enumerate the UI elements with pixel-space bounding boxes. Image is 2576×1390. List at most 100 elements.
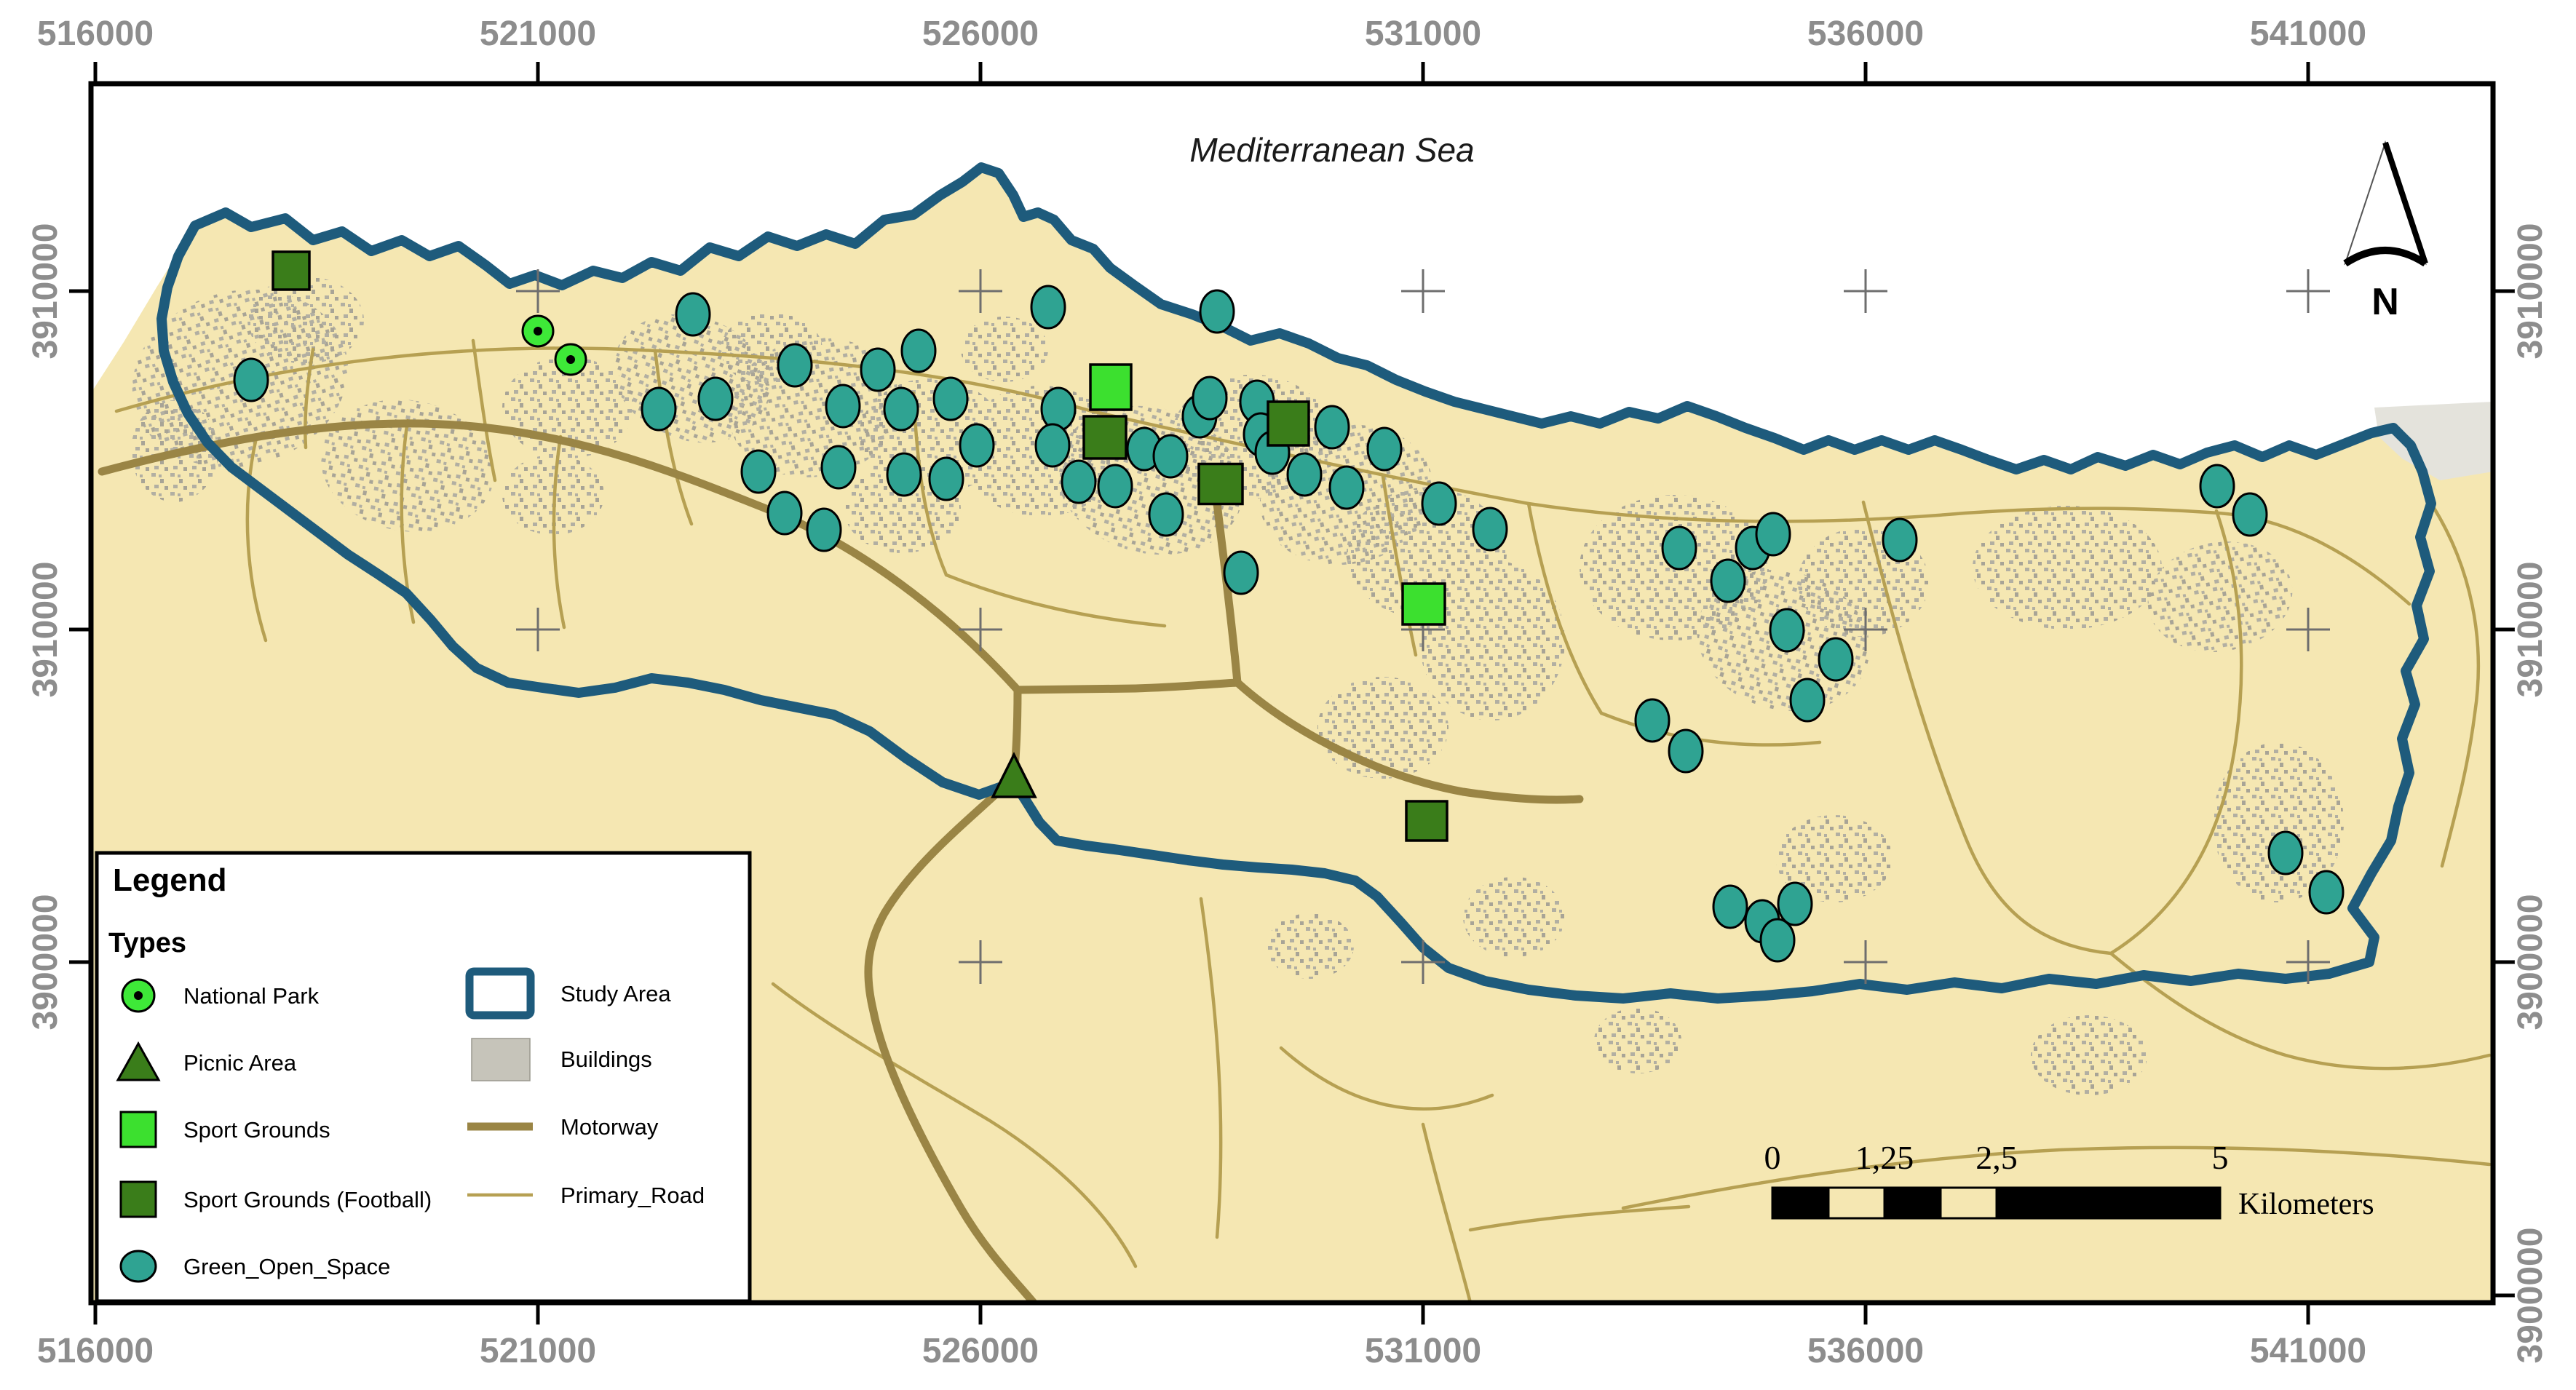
green-open-space-symbol <box>1634 698 1671 743</box>
primary-road <box>245 436 268 643</box>
building-cluster <box>247 277 364 364</box>
grid-label-bottom: 541000 <box>2250 1332 2366 1370</box>
grid-label-top: 516000 <box>37 15 154 53</box>
green-open-space-symbol <box>740 449 777 494</box>
green-open-space-symbol <box>806 507 842 552</box>
green-open-space-symbol <box>1710 558 1746 603</box>
north-arrow: N <box>2343 140 2428 323</box>
grid-cross <box>1844 940 1887 984</box>
legend-item-label: Green_Open_Space <box>183 1254 390 1279</box>
grid-label-left: 3900000 <box>26 894 65 1030</box>
green-open-space-symbol <box>2308 870 2345 915</box>
primary-road <box>653 349 694 526</box>
green-open-space-symbol <box>932 376 969 421</box>
grid-label-right: 3900000 <box>2511 1228 2550 1364</box>
building-cluster <box>320 399 495 533</box>
green-open-space-symbol <box>1152 434 1189 479</box>
green-open-space-symbol <box>1769 608 1805 653</box>
primary-roads-layer <box>114 338 2492 1303</box>
building-cluster <box>1267 913 1354 979</box>
grid-label-right: 3910000 <box>2511 562 2550 698</box>
national-park-dot <box>534 327 542 335</box>
green-open-space-symbol <box>1286 452 1323 497</box>
green-open-space-symbol <box>2199 464 2235 509</box>
scale-bar: 0 1,25 2,5 5 Kilometers <box>1764 1139 2374 1221</box>
building-cluster <box>2213 742 2344 902</box>
primary-road <box>771 982 1138 1268</box>
scale-bar-tick-label: 2,5 <box>1975 1139 2018 1176</box>
green-open-space-symbol <box>1034 423 1071 468</box>
primary-road <box>1381 474 1418 657</box>
legend-item-label: Motorway <box>560 1114 659 1140</box>
grid-cross <box>1844 608 1887 651</box>
green-open-space-symbol <box>1314 405 1350 450</box>
motorway <box>98 419 1022 694</box>
sport-grounds-football-symbol <box>1267 400 1310 447</box>
primary-road <box>2109 509 2243 956</box>
green-open-space-symbol <box>1328 465 1365 510</box>
green-open-space-symbol <box>1199 289 1235 334</box>
sport-grounds-football-symbol <box>1082 415 1128 460</box>
green-open-space-symbol <box>1759 918 1796 963</box>
primary-road <box>2109 951 2492 1071</box>
green-open-space-symbol <box>1148 492 1184 537</box>
grid-cross <box>2286 940 2330 984</box>
scale-bar-segment <box>1995 1186 2222 1220</box>
green-open-space-symbol <box>233 357 269 402</box>
primary-road <box>552 434 566 630</box>
primary-road <box>944 573 1167 628</box>
scale-bar-segment <box>1883 1186 1942 1220</box>
grid-cross <box>959 608 1002 651</box>
green-open-space-symbol <box>1192 376 1228 421</box>
legend-item-label: Picnic Area <box>183 1050 297 1076</box>
map-frame <box>88 81 2496 1306</box>
legend-buildings-swatch <box>471 1038 531 1081</box>
primary-road <box>1279 1046 1494 1111</box>
legend-box <box>95 851 752 1303</box>
sport-grounds-symbol <box>1401 582 1446 626</box>
scale-bar-segment <box>1939 1186 1998 1220</box>
legend-picnic-swatch <box>116 1041 161 1081</box>
building-cluster <box>1419 560 1565 720</box>
grid-label-top: 536000 <box>1807 15 1924 53</box>
scale-bar-segment <box>1771 1186 1830 1220</box>
national-park-dot <box>566 355 575 364</box>
green-open-space-symbol <box>1223 550 1259 595</box>
green-open-space-symbol <box>1030 285 1066 330</box>
grid-label-top: 531000 <box>1365 15 1481 53</box>
primary-road <box>1199 897 1223 1239</box>
mediterranean-sea-water <box>91 84 2493 469</box>
green-open-space-symbol <box>1040 386 1077 432</box>
grid-cross <box>1844 269 1887 313</box>
grid-label-top: 521000 <box>480 15 596 53</box>
legend-title: Legend <box>113 862 226 898</box>
green-open-space-symbol <box>1061 459 1097 504</box>
primary-road <box>1861 500 2113 956</box>
legend-sport-swatch <box>119 1111 157 1148</box>
green-open-space-symbol <box>1755 512 1791 557</box>
green-open-space-symbol <box>825 384 861 429</box>
legend-national-park-dot <box>134 991 143 1000</box>
green-open-space-symbol <box>1789 678 1826 723</box>
grid-label-right: 3910000 <box>2511 223 2550 360</box>
grid-cross <box>2286 269 2330 313</box>
study-area-boundary <box>156 162 2436 1004</box>
north-arrow-base <box>2343 247 2428 267</box>
green-open-space-symbol <box>928 456 964 501</box>
green-open-space-symbol <box>883 386 919 432</box>
green-open-space-symbol <box>886 452 922 497</box>
primary-road <box>1421 1122 1473 1303</box>
grid-label-bottom: 526000 <box>922 1332 1039 1370</box>
primary-road <box>1526 501 1604 715</box>
motorway <box>1013 678 1242 694</box>
sport-grounds-football-symbol <box>1197 462 1244 506</box>
primary-road <box>471 338 497 482</box>
primary-road <box>304 347 315 450</box>
legend-item-label: Sport Grounds <box>183 1117 330 1143</box>
green-open-space-symbol <box>675 292 711 337</box>
grid-label-bottom: 531000 <box>1365 1332 1481 1370</box>
sport-grounds-football-symbol <box>1405 800 1448 842</box>
building-cluster <box>1973 506 2162 630</box>
green-open-space-symbol <box>2232 492 2268 537</box>
